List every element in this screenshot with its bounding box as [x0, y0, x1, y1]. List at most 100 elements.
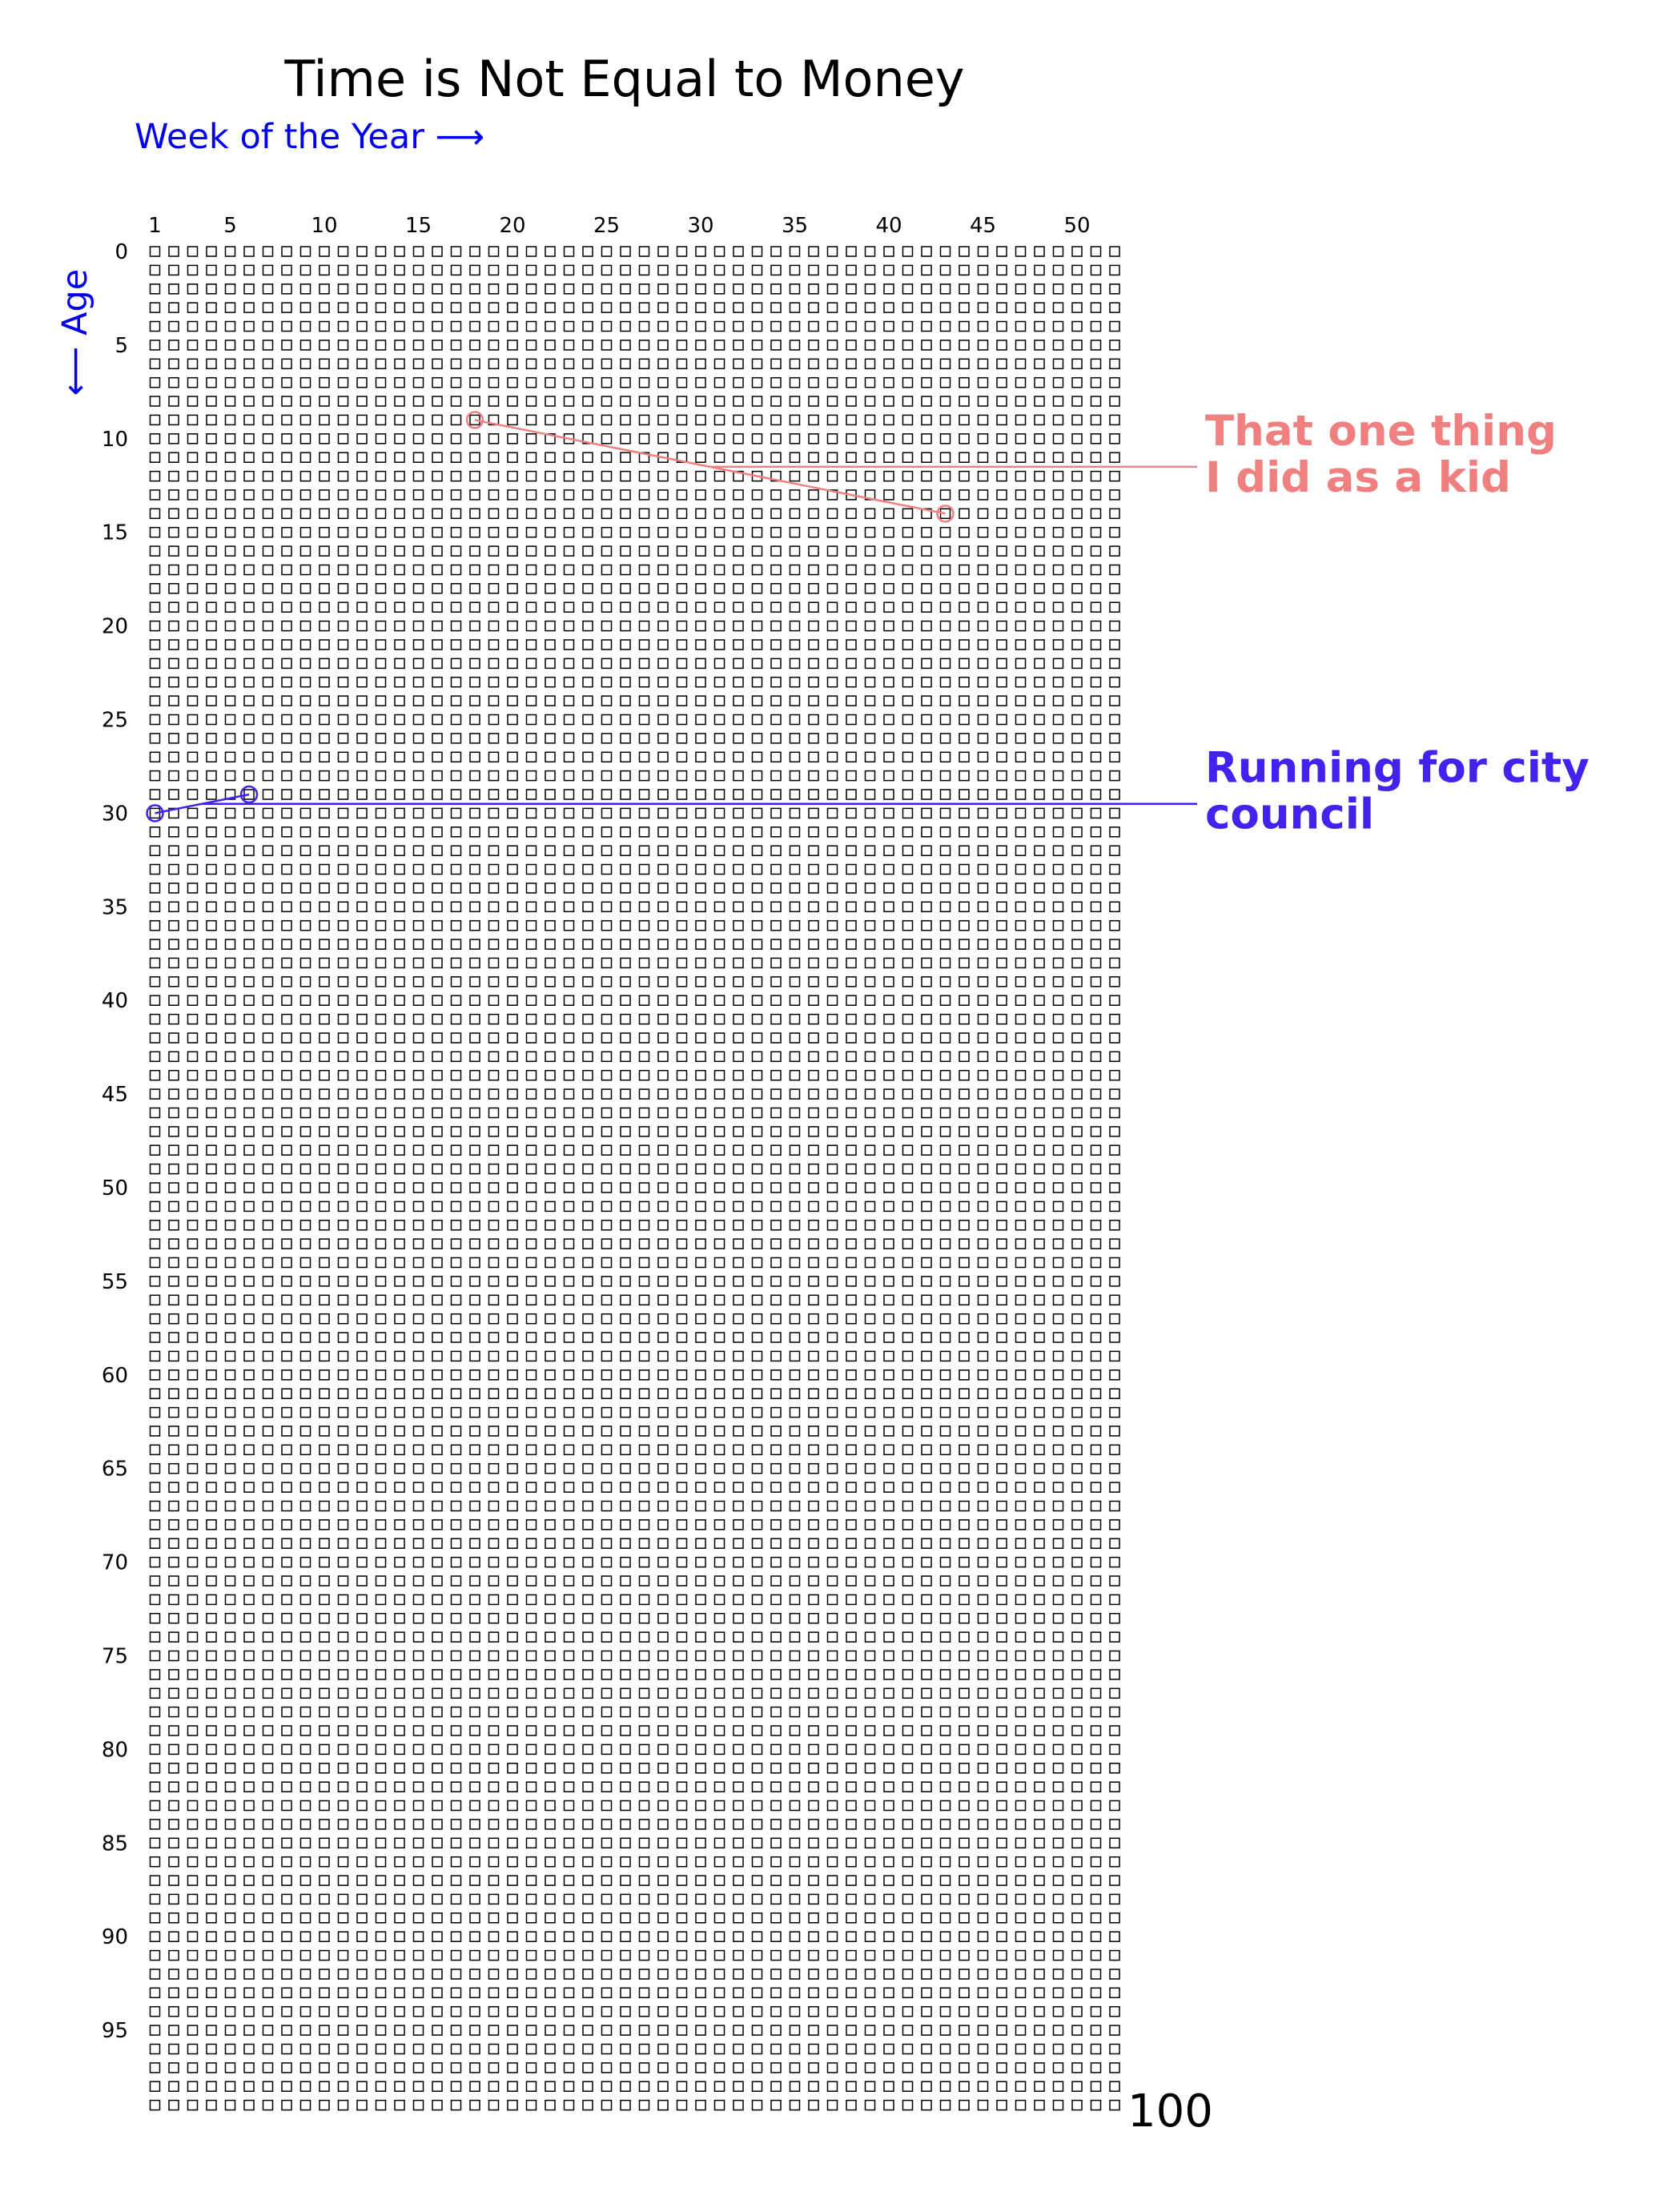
week-square	[319, 1088, 330, 1100]
week-square	[902, 358, 914, 370]
week-square	[864, 284, 876, 295]
week-square	[168, 1819, 179, 1830]
week-square	[299, 1912, 311, 1924]
week-square	[1015, 1163, 1027, 1175]
week-square	[959, 1462, 970, 1474]
week-square	[432, 1669, 443, 1680]
week-square	[187, 601, 199, 613]
week-square	[224, 939, 236, 950]
week-square	[1034, 376, 1045, 388]
week-square	[432, 264, 443, 276]
week-square	[883, 1650, 894, 1662]
week-square	[432, 433, 443, 444]
week-square	[319, 733, 330, 744]
week-square	[695, 1987, 706, 1999]
week-square	[375, 714, 387, 726]
week-square	[921, 1500, 932, 1512]
week-square	[1090, 1482, 1102, 1493]
week-square	[469, 1088, 480, 1100]
week-square	[846, 396, 857, 407]
week-square	[1034, 1069, 1045, 1081]
week-square	[826, 320, 838, 332]
week-square	[977, 1706, 989, 1718]
week-square	[450, 1088, 462, 1100]
week-square	[864, 620, 876, 632]
week-square	[469, 1650, 480, 1662]
week-square	[168, 1369, 179, 1381]
week-square	[733, 1856, 744, 1868]
week-square	[1034, 1687, 1045, 1699]
week-square	[1052, 714, 1064, 726]
week-square	[902, 995, 914, 1006]
week-square	[1015, 620, 1027, 632]
week-square	[695, 1612, 706, 1624]
week-square	[299, 396, 311, 407]
week-square	[959, 489, 970, 501]
week-square	[375, 695, 387, 706]
week-square	[601, 658, 613, 670]
week-square	[149, 2005, 161, 2017]
week-square	[394, 1294, 405, 1306]
week-square	[262, 1388, 274, 1399]
week-square	[1071, 1369, 1083, 1381]
week-square	[638, 1444, 650, 1456]
week-square	[412, 1893, 424, 1905]
week-square	[657, 545, 669, 557]
week-square	[507, 976, 518, 987]
week-square	[243, 1706, 255, 1718]
week-square	[356, 1444, 368, 1456]
week-square	[1034, 452, 1045, 463]
week-square	[939, 601, 951, 613]
week-square	[224, 1426, 236, 1437]
week-square	[864, 826, 876, 838]
week-square	[977, 1800, 989, 1812]
week-square	[262, 1743, 274, 1756]
week-square	[1015, 1107, 1027, 1119]
week-square	[733, 2005, 744, 2017]
week-square	[281, 1144, 292, 1156]
week-square	[1071, 1631, 1083, 1643]
week-square	[545, 489, 556, 501]
week-square	[751, 1519, 763, 1530]
week-square	[864, 545, 876, 557]
week-square	[620, 246, 631, 257]
week-square	[243, 1032, 255, 1044]
week-square	[281, 1594, 292, 1606]
week-square	[713, 1800, 725, 1812]
week-square	[826, 1201, 838, 1213]
week-square	[1034, 807, 1045, 819]
week-square	[996, 1032, 1007, 1044]
week-square	[488, 1763, 500, 1774]
week-square	[507, 1819, 518, 1830]
week-square	[676, 452, 688, 463]
week-square	[243, 1725, 255, 1736]
week-square	[1090, 1763, 1102, 1774]
week-square	[356, 1238, 368, 1249]
week-square	[808, 995, 819, 1006]
week-square	[224, 414, 236, 426]
week-square	[394, 396, 405, 407]
week-square	[826, 620, 838, 632]
week-square	[789, 545, 801, 557]
week-square	[412, 1538, 424, 1549]
week-square	[1109, 1856, 1120, 1868]
week-square	[676, 995, 688, 1006]
week-square	[1052, 1032, 1064, 1044]
week-square	[676, 1276, 688, 1287]
week-square	[281, 826, 292, 838]
week-square	[770, 1743, 782, 1756]
week-square	[1109, 601, 1120, 613]
week-square	[168, 1182, 179, 1193]
week-square	[206, 1444, 217, 1456]
week-square	[996, 770, 1007, 782]
week-square	[1109, 1687, 1120, 1699]
week-square	[657, 1182, 669, 1193]
week-square	[450, 1781, 462, 1792]
week-square	[695, 1257, 706, 1269]
week-square	[826, 733, 838, 744]
week-square	[657, 302, 669, 313]
week-square	[525, 1969, 537, 1980]
week-square	[375, 1612, 387, 1624]
week-square	[262, 1500, 274, 1512]
week-square	[1015, 470, 1027, 482]
